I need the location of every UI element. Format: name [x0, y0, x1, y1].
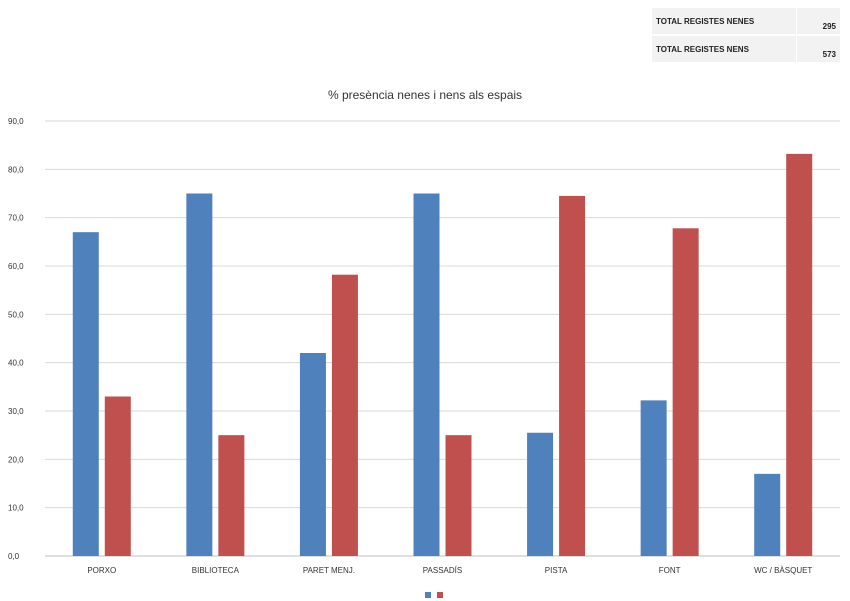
- bar-series1: [186, 193, 213, 556]
- bar-series1: [72, 232, 99, 556]
- totals-value: 573: [796, 36, 840, 62]
- y-tick-label: 0,0: [8, 552, 20, 561]
- x-tick-label: FONT: [659, 566, 681, 575]
- y-tick-label: 90,0: [8, 117, 24, 126]
- totals-row-nenes: TOTAL REGISTES NENES 295: [652, 8, 840, 36]
- totals-label: TOTAL REGISTES NENS: [656, 44, 749, 54]
- y-tick-label: 40,0: [8, 359, 24, 368]
- legend-swatch: [425, 592, 431, 598]
- bar-series1: [413, 193, 440, 556]
- x-tick-label: PORXO: [87, 566, 116, 575]
- y-tick-label: 20,0: [8, 455, 24, 464]
- x-tick-label: PARET MENJ.: [303, 566, 355, 575]
- bar-series2: [559, 195, 586, 556]
- y-tick-label: 80,0: [8, 165, 24, 174]
- totals-label: TOTAL REGISTES NENES: [656, 16, 755, 26]
- bar-series2: [445, 435, 472, 556]
- bar-series2: [331, 274, 358, 556]
- y-tick-label: 70,0: [8, 214, 24, 223]
- y-tick-label: 50,0: [8, 310, 24, 319]
- y-tick-label: 10,0: [8, 504, 24, 513]
- x-tick-label: PASSADÍS: [423, 566, 462, 575]
- x-tick-label: WC / BÀSQUET: [754, 566, 812, 575]
- totals-table: TOTAL REGISTES NENES 295 TOTAL REGISTES …: [652, 8, 840, 64]
- legend-swatch: [437, 592, 443, 598]
- bar-series2: [104, 396, 131, 556]
- x-tick-label: PISTA: [545, 566, 568, 575]
- chart-title: % presència nenes i nens als espais: [327, 88, 523, 102]
- totals-row-nens: TOTAL REGISTES NENS 573: [652, 36, 840, 64]
- bar-series1: [527, 432, 554, 556]
- bar-series1: [299, 353, 326, 556]
- bar-series2: [218, 435, 245, 556]
- totals-value: 295: [796, 8, 840, 34]
- y-tick-label: 60,0: [8, 262, 24, 271]
- bar-series1: [754, 473, 781, 556]
- x-tick-label: BIBLIOTECA: [192, 566, 240, 575]
- y-tick-label: 30,0: [8, 407, 24, 416]
- bar-series1: [640, 400, 667, 556]
- bar-series2: [786, 153, 813, 556]
- bar-series2: [672, 228, 699, 557]
